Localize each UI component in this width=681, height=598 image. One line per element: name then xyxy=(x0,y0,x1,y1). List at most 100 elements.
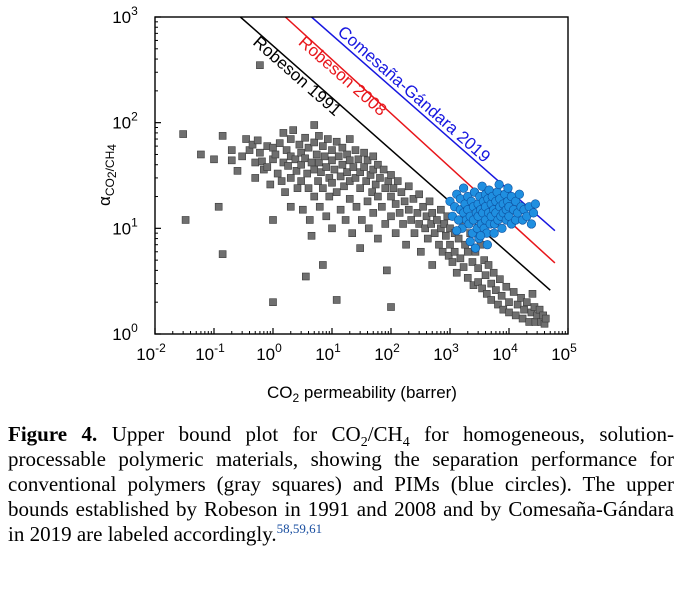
square-point xyxy=(340,182,348,191)
square-point xyxy=(402,240,410,249)
square-point xyxy=(487,279,496,288)
square-point xyxy=(427,220,435,228)
square-point xyxy=(312,150,321,159)
square-point xyxy=(381,220,390,228)
square-point xyxy=(468,258,477,266)
square-point xyxy=(374,160,382,169)
square-point xyxy=(315,202,324,211)
x-tick-label: 100 xyxy=(256,341,282,364)
square-point xyxy=(348,229,357,237)
square-point xyxy=(454,234,463,243)
circle-point xyxy=(530,199,540,209)
circle-point xyxy=(470,243,481,253)
square-point xyxy=(442,231,450,240)
square-point xyxy=(505,298,513,306)
square-point xyxy=(415,220,423,228)
square-point xyxy=(275,139,284,147)
square-point xyxy=(233,167,242,175)
square-point xyxy=(345,195,354,203)
square-point xyxy=(528,290,537,298)
square-point xyxy=(317,168,325,176)
circle-point xyxy=(482,240,492,250)
square-point xyxy=(487,296,496,304)
plot-frame xyxy=(154,16,569,335)
square-point xyxy=(277,177,286,185)
square-point xyxy=(352,202,361,211)
square-point xyxy=(391,229,400,237)
square-point xyxy=(513,300,522,309)
square-point xyxy=(289,126,298,134)
x-tick-label: 101 xyxy=(315,341,341,364)
circle-point xyxy=(475,231,486,241)
square-point xyxy=(383,266,391,275)
square-point xyxy=(430,229,439,237)
caption-sub-2: 2 xyxy=(360,435,368,451)
square-point xyxy=(438,247,447,256)
y-tick-label: 102 xyxy=(112,110,138,133)
figure-caption: Figure 4. Upper bound plot for CO2/CH4 f… xyxy=(8,422,674,547)
square-point xyxy=(448,258,457,266)
square-point xyxy=(446,240,454,249)
square-point xyxy=(400,197,409,206)
square-point xyxy=(253,136,262,145)
square-point xyxy=(356,168,364,176)
square-point xyxy=(354,155,363,164)
square-point xyxy=(387,212,395,221)
square-point xyxy=(332,188,341,196)
square-point xyxy=(494,300,502,309)
square-point xyxy=(369,209,378,217)
square-point xyxy=(303,169,312,178)
pim-circles xyxy=(445,179,540,253)
x-tick-label: 102 xyxy=(374,341,400,364)
circle-point xyxy=(514,189,524,199)
square-point xyxy=(319,184,327,192)
square-point xyxy=(371,180,380,189)
square-point xyxy=(423,234,432,243)
square-point xyxy=(258,157,266,166)
square-point xyxy=(421,224,430,233)
square-point xyxy=(251,158,260,167)
square-point xyxy=(256,61,264,69)
square-point xyxy=(299,205,307,214)
square-point xyxy=(328,178,336,187)
square-point xyxy=(307,158,316,167)
square-point xyxy=(338,160,347,169)
square-point xyxy=(286,174,295,182)
square-point xyxy=(541,314,550,323)
x-tick-label: 10-2 xyxy=(136,341,166,364)
square-point xyxy=(360,163,368,171)
square-point xyxy=(369,165,378,174)
y-axis-label: αCO2/CH4 xyxy=(95,144,119,206)
square-point xyxy=(341,216,350,224)
square-point xyxy=(301,154,309,163)
square-point xyxy=(305,216,314,224)
square-point xyxy=(304,184,313,192)
square-point xyxy=(310,165,319,174)
square-point xyxy=(319,261,327,269)
circle-point xyxy=(452,226,462,236)
square-point xyxy=(328,224,336,233)
square-point xyxy=(517,294,525,302)
square-point xyxy=(502,282,511,291)
square-point xyxy=(358,216,366,224)
square-point xyxy=(378,202,386,211)
square-point xyxy=(356,184,364,192)
square-point xyxy=(279,129,288,137)
square-point xyxy=(362,177,371,185)
square-point xyxy=(332,137,341,146)
x-tick-label: 10-1 xyxy=(195,341,225,364)
square-point xyxy=(505,308,513,317)
square-point xyxy=(480,256,489,264)
square-point xyxy=(393,177,402,185)
square-point xyxy=(214,202,223,211)
square-point xyxy=(440,220,449,228)
x-tick-label: 103 xyxy=(433,341,459,364)
square-point xyxy=(256,148,264,157)
square-point xyxy=(322,212,331,221)
square-point xyxy=(197,150,205,159)
square-point xyxy=(379,165,388,174)
square-point xyxy=(286,135,295,143)
square-point xyxy=(286,202,295,211)
square-point xyxy=(482,290,491,298)
square-point xyxy=(320,152,329,161)
